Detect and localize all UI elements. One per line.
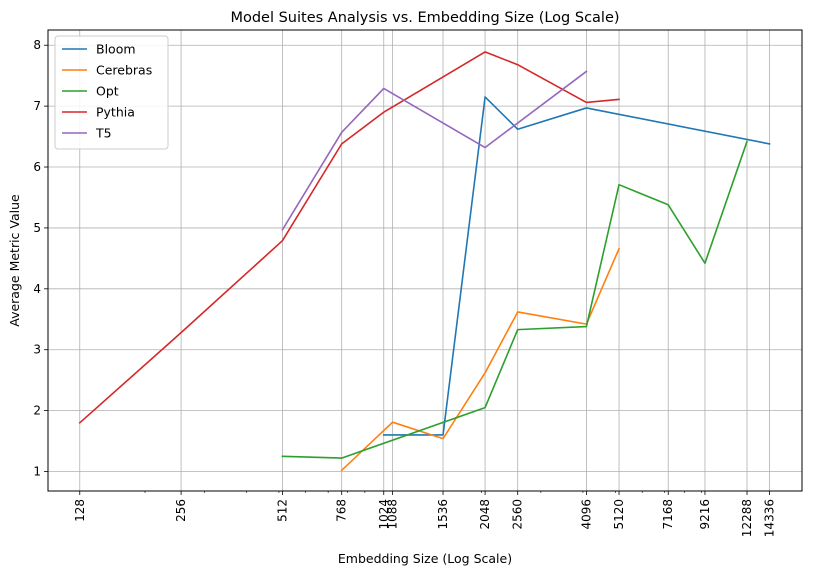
plot-frame [47, 29, 803, 492]
y-tick-label: 6 [33, 160, 41, 174]
x-tick-label: 512 [275, 499, 289, 522]
legend-label-pythia: Pythia [96, 105, 135, 120]
x-tick-label: 5120 [612, 499, 626, 530]
x-tick-label: 2048 [478, 499, 492, 530]
series-line-opt [281, 140, 749, 459]
x-tick-label: 12288 [740, 499, 754, 537]
y-tick-label: 5 [33, 221, 41, 235]
x-tick-label: 1536 [436, 499, 450, 530]
x-tick-label: 768 [335, 499, 349, 522]
x-tick-label: 4096 [579, 499, 593, 530]
y-tick-label: 3 [33, 343, 41, 357]
x-tick-label: 9216 [698, 499, 712, 530]
series-line-bloom [382, 96, 771, 436]
chart-title: Model Suites Analysis vs. Embedding Size… [230, 10, 619, 26]
x-tick-label: 1088 [386, 499, 400, 530]
x-tick-label: 1024 [377, 499, 391, 530]
series-line-t5 [281, 70, 588, 231]
x-tick-label: 2560 [511, 499, 525, 530]
y-tick-label: 2 [33, 404, 41, 418]
y-tick-label: 7 [33, 99, 41, 113]
legend-label-t5: T5 [95, 126, 112, 141]
x-axis-label: Embedding Size (Log Scale) [338, 551, 512, 566]
legend-label-bloom: Bloom [96, 42, 136, 57]
legend-label-cerebras: Cerebras [96, 63, 152, 78]
x-tick-label: 128 [73, 499, 87, 522]
legend: Bloom Cerebras Opt Pythia T5 [54, 35, 169, 150]
x-tick-label: 256 [174, 499, 188, 522]
legend-label-opt: Opt [96, 84, 119, 99]
series-line-cerebras [340, 247, 621, 472]
x-tick-label: 14336 [763, 499, 777, 537]
x-tick-label: 7168 [661, 499, 675, 530]
legend-box [54, 35, 169, 150]
series-line-pythia [78, 51, 620, 424]
y-axis-label: Average Metric Value [7, 194, 22, 327]
y-tick-label: 4 [33, 282, 41, 296]
y-tick-label: 8 [33, 38, 41, 52]
y-tick-label: 1 [33, 465, 41, 479]
series-layer [78, 51, 771, 472]
